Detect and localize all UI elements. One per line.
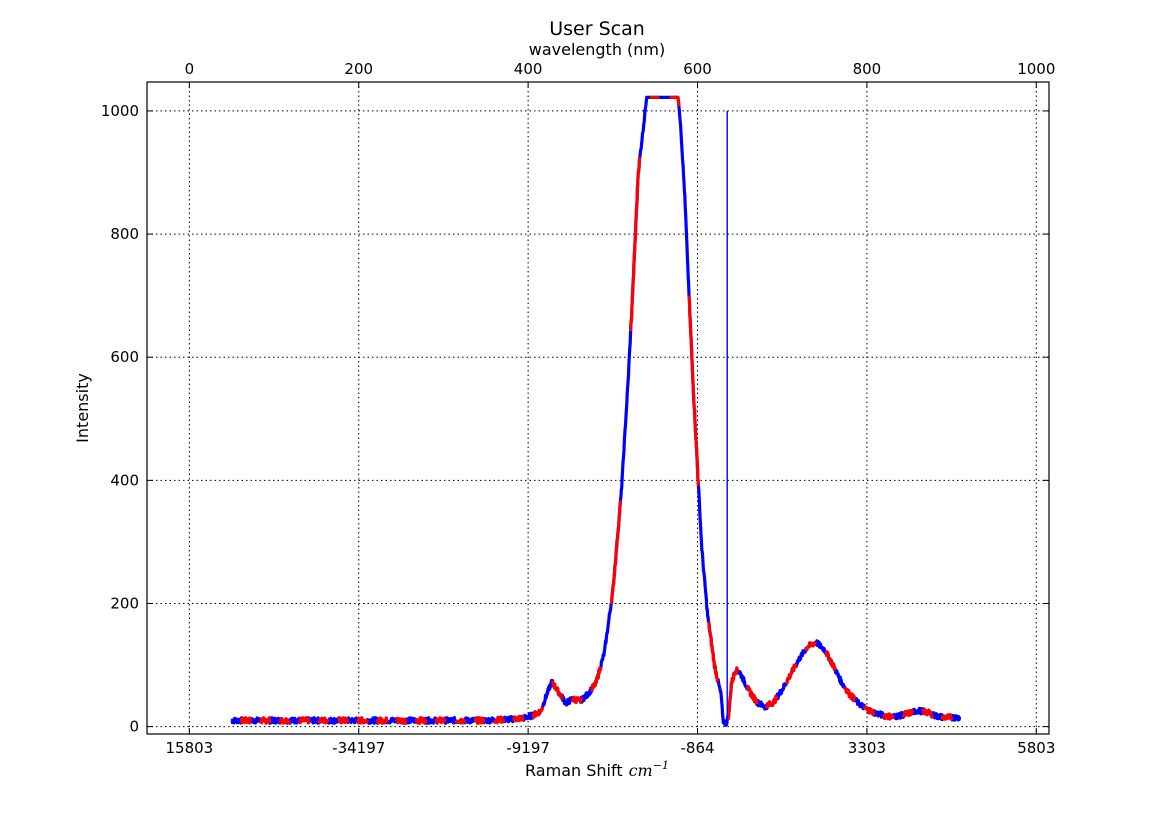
grid [147,82,1049,734]
y-tick-label: 400 [110,471,139,489]
y-tick-label: 600 [110,348,139,366]
tick-labels: 15803 0 -34197 200 -9197 400 -864 600 3303 800 580… [101,60,1056,757]
y-tick-label: 0 [129,718,139,736]
x-tick-label-top: 400 [514,60,543,78]
series-layer [230,95,962,727]
y-tick-label: 200 [110,594,139,612]
x-tick-label-top: 0 [185,60,195,78]
x-tick-label-bottom: 3303 [848,739,886,757]
x-tick-label-top: 200 [344,60,373,78]
x-tick-label-bottom: -864 [680,739,714,757]
top-axis-label: wavelength (nm) [529,40,666,59]
plot-frame [146,81,1050,735]
x-tick-label-top: 1000 [1017,60,1055,78]
y-tick-label: 800 [110,225,139,243]
y-axis-label: Intensity [73,373,92,443]
x-axis-label-text: Raman Shift [525,761,623,780]
x-tick-label-bottom: -9197 [506,739,550,757]
x-axis-label-math: cm [629,761,653,780]
x-tick-label-bottom: 15803 [165,739,213,757]
x-tick-label-top: 600 [683,60,712,78]
x-axis-label: Raman Shift cm−1 [525,759,669,780]
y-tick-label: 1000 [101,102,139,120]
axis-ticks [147,82,1049,734]
x-axis-label-exponent: −1 [653,759,669,772]
chart-title: User Scan [549,18,645,40]
x-tick-label-bottom: -34197 [332,739,385,757]
x-tick-label-bottom: 5803 [1017,739,1055,757]
x-tick-label-top: 800 [853,60,882,78]
spectrum-line-overlay [239,95,954,725]
spectrum-line [230,95,962,727]
